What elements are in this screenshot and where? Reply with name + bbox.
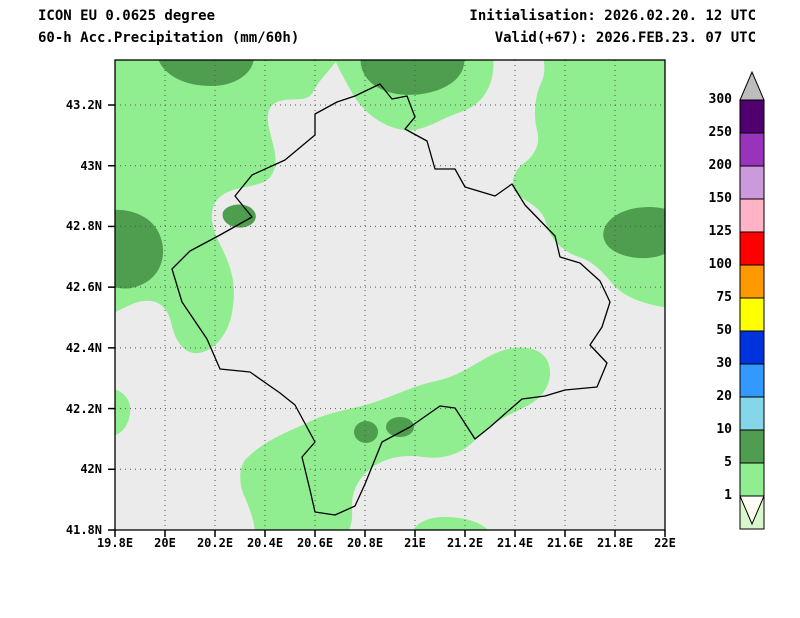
lat-axis-label: 42.8N — [65, 219, 102, 234]
colorbar-under-triangle — [739, 495, 765, 526]
precip-light-region-topleft — [115, 60, 337, 354]
precip-dark-spot-topcenter — [360, 60, 465, 95]
lon-axis-label: 20.2E — [196, 536, 234, 550]
lat-axis-label: 42.4N — [65, 340, 102, 355]
colorbar-segments — [739, 99, 765, 530]
colorbar-tick-label: 75 — [716, 290, 732, 305]
precip-dark-spot-left — [115, 209, 163, 289]
colorbar-tick-label: 1 — [724, 488, 732, 503]
precip-light-region-leftedge — [115, 389, 131, 436]
axis-ticks — [108, 104, 666, 537]
colorbar-segment — [739, 165, 765, 200]
lat-axis-label: 42.6N — [65, 280, 102, 295]
initialisation-time: Initialisation: 2026.02.20. 12 UTC — [469, 8, 756, 24]
lon-axis-label: 19.8E — [96, 536, 134, 550]
precip-dark-spot-south2 — [386, 417, 414, 437]
lon-axis-label: 20.6E — [296, 536, 334, 550]
lon-axis-label: 21E — [404, 536, 426, 550]
colorbar-tick-label: 10 — [716, 422, 732, 437]
lon-axis-label: 21.2E — [446, 536, 484, 550]
lon-axis-label: 20.8E — [346, 536, 384, 550]
colorbar-tick-label: 250 — [708, 125, 732, 140]
colorbar-over-triangle — [739, 70, 765, 101]
colorbar-segment — [739, 264, 765, 299]
colorbar-tick-label: 125 — [708, 224, 732, 239]
lon-axis-label: 20.4E — [246, 536, 284, 550]
colorbar-tick-label: 200 — [708, 158, 732, 173]
lat-axis-label: 41.8N — [65, 523, 102, 537]
plot-frame — [114, 59, 666, 531]
lat-axis-label: 42N — [80, 462, 102, 477]
colorbar-segment — [739, 297, 765, 332]
model-title: ICON EU 0.0625 degree — [38, 8, 216, 24]
colorbar — [739, 70, 765, 530]
lat-axis-label: 43N — [80, 158, 102, 173]
colorbar-segment — [739, 132, 765, 167]
colorbar-segment — [739, 363, 765, 398]
colorbar-segment — [739, 198, 765, 233]
valid-time: Valid(+67): 2026.FEB.23. 07 UTC — [494, 30, 756, 46]
colorbar-segment — [739, 429, 765, 464]
precip-light-region-bottomcenter — [413, 516, 489, 530]
lon-axis-label: 21.4E — [496, 536, 534, 550]
colorbar-tick-label: 100 — [708, 257, 732, 272]
precip-dark-spot-rightedge — [603, 207, 665, 259]
colorbar-segment — [739, 462, 765, 497]
colorbar-tick-label: 50 — [716, 323, 732, 338]
precip-light-region-bottom — [240, 347, 551, 530]
colorbar-segment — [739, 396, 765, 431]
gridlines — [115, 60, 665, 530]
precip-dark-spot-top — [158, 60, 254, 86]
colorbar-tick-label: 300 — [708, 92, 732, 107]
colorbar-tick-label: 5 — [724, 455, 732, 470]
precip-dark-spot-south1 — [354, 421, 378, 443]
colorbar-segment — [739, 231, 765, 266]
lon-axis-label: 20E — [154, 536, 176, 550]
precip-dark-spot-northwest — [222, 204, 256, 228]
lon-axis-label: 21.6E — [546, 536, 584, 550]
colorbar-tick-label: 150 — [708, 191, 732, 206]
colorbar-tick-label: 20 — [716, 389, 732, 404]
colorbar-segment — [739, 330, 765, 365]
kosovo-border-outline — [171, 83, 611, 516]
lon-axis-label: 22E — [654, 536, 676, 550]
colorbar-tick-label: 30 — [716, 356, 732, 371]
lat-axis-label: 42.2N — [65, 401, 102, 416]
lat-axis-label: 43.2N — [65, 98, 102, 112]
precip-map — [108, 59, 666, 537]
colorbar-segment — [739, 99, 765, 134]
lon-axis-label: 21.8E — [596, 536, 634, 550]
parameter-title: 60-h Acc.Precipitation (mm/60h) — [38, 30, 300, 46]
